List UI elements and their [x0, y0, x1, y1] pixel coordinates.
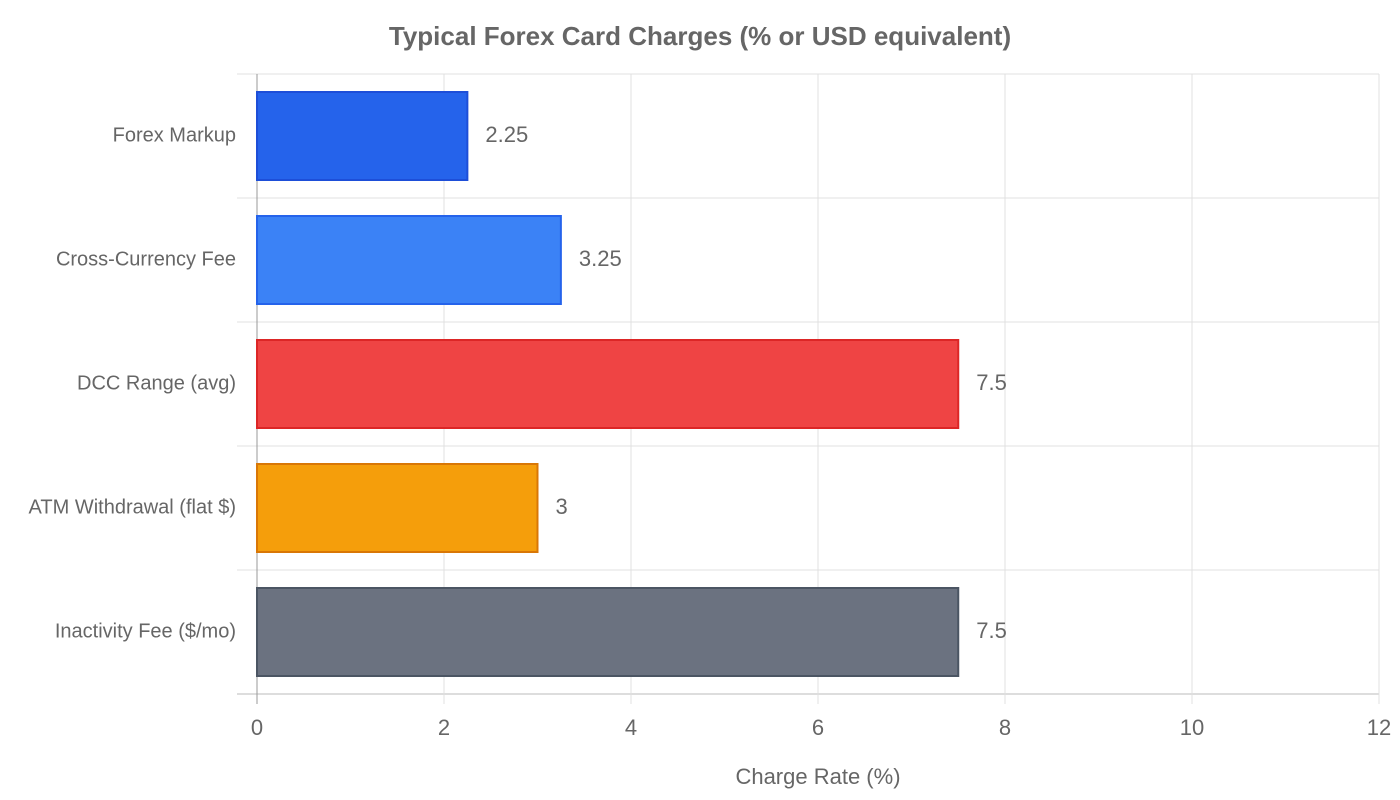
x-tick-label: 6	[812, 715, 824, 740]
value-label: 3.25	[579, 246, 622, 271]
value-label: 7.5	[976, 618, 1007, 643]
value-label: 2.25	[485, 122, 528, 147]
x-tick-label: 4	[625, 715, 637, 740]
y-tick-label: Inactivity Fee ($/mo)	[55, 620, 236, 642]
y-tick-label: Forex Markup	[113, 124, 236, 146]
chart-title: Typical Forex Card Charges (% or USD equ…	[389, 21, 1011, 51]
x-tick-label: 10	[1180, 715, 1204, 740]
x-axis-label: Charge Rate (%)	[735, 764, 900, 789]
bar	[256, 91, 469, 181]
bar	[256, 587, 960, 677]
bar	[256, 463, 539, 553]
bar	[256, 215, 562, 305]
y-tick-label: ATM Withdrawal (flat $)	[29, 496, 236, 518]
bar	[256, 339, 960, 429]
x-tick-label: 12	[1367, 715, 1391, 740]
x-tick-label: 2	[438, 715, 450, 740]
value-label: 3	[556, 494, 568, 519]
y-tick-label: DCC Range (avg)	[77, 372, 236, 394]
y-tick-label: Cross-Currency Fee	[56, 248, 236, 270]
x-tick-label: 8	[999, 715, 1011, 740]
value-label: 7.5	[976, 370, 1007, 395]
x-tick-label: 0	[251, 715, 263, 740]
